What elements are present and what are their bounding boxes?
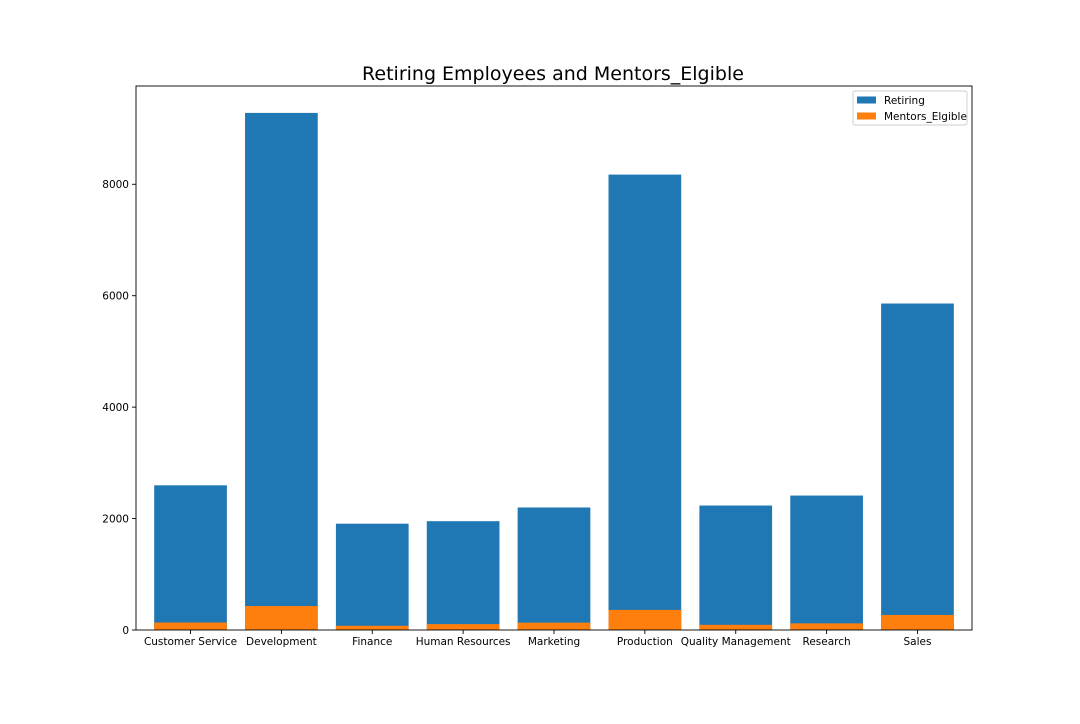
legend-box [852, 90, 968, 126]
bars-layer [154, 112, 954, 631]
x-tick-label: Quality Management [681, 636, 791, 648]
y-tick-label: 6000 [102, 291, 129, 303]
bar-mentors-elgible-2 [335, 625, 409, 630]
bar-mentors-elgible-4 [517, 622, 591, 630]
bar-mentors-elgible-6 [699, 624, 773, 630]
legend-label: Mentors_Elgible [884, 111, 967, 123]
x-tick-label: Production [617, 636, 673, 648]
axes-layer: 0 2000 4000 6000 8000 Customer Service Develop… [102, 85, 973, 648]
bar-retiring-3 [426, 521, 500, 630]
x-tick-label: Finance [352, 636, 392, 648]
x-tick-label: Development [246, 636, 317, 648]
x-tick-label: Customer Service [144, 636, 237, 648]
bar-mentors-elgible-5 [608, 609, 682, 630]
x-tick-label: Marketing [528, 636, 580, 648]
x-tick-label: Research [803, 636, 851, 648]
legend-swatch [857, 112, 876, 120]
bar-retiring-2 [335, 523, 409, 630]
bar-mentors-elgible-8 [881, 614, 954, 630]
bar-retiring-6 [699, 505, 773, 630]
legend-swatch [857, 96, 876, 104]
x-tick-label: Sales [904, 636, 932, 648]
bar-mentors-elgible-7 [790, 623, 863, 630]
bar-retiring-0 [154, 485, 227, 630]
y-tick-label: 0 [122, 625, 129, 637]
y-tick-label: 8000 [102, 179, 129, 191]
bar-mentors-elgible-1 [245, 606, 318, 630]
bar-retiring-7 [790, 495, 863, 630]
bar-mentors-elgible-0 [154, 622, 227, 630]
series-retiring [154, 112, 954, 631]
legend: Retiring Mentors_Elgible [852, 90, 968, 126]
series-mentors-elgible [154, 606, 954, 630]
bar-retiring-4 [517, 507, 591, 630]
x-tick-label: Human Resources [416, 636, 511, 648]
y-tick-label: 4000 [102, 402, 129, 414]
bar-mentors-elgible-3 [426, 624, 500, 630]
bar-retiring-5 [608, 174, 682, 630]
legend-label: Retiring [884, 95, 925, 107]
bar-retiring-8 [881, 303, 954, 630]
bar-retiring-1 [245, 112, 318, 631]
chart-title: Retiring Employees and Mentors_Elgible [362, 63, 744, 85]
y-tick-label: 2000 [102, 513, 129, 525]
